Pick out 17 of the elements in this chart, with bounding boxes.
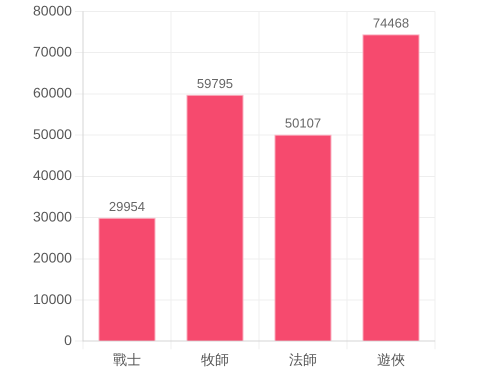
x-tick-label: 法師 <box>288 351 317 368</box>
x-tick-label: 遊俠 <box>376 351 405 368</box>
y-tick-label: 50000 <box>32 126 72 142</box>
y-tick-label: 60000 <box>32 84 72 101</box>
y-tick-label: 30000 <box>32 208 72 224</box>
y-tick-label: 10000 <box>32 290 72 307</box>
data-label: 29954 <box>108 198 146 214</box>
data-label: 74468 <box>372 15 410 30</box>
y-tick-label: 20000 <box>32 250 72 266</box>
x-tick-label: 戰士 <box>112 351 141 368</box>
data-label: 59795 <box>196 76 234 91</box>
y-tick-label: 40000 <box>32 167 72 184</box>
y-tick-label: 80000 <box>32 2 72 18</box>
x-tick-label: 牧師 <box>200 351 229 368</box>
data-label: 50107 <box>284 116 322 131</box>
y-tick-label: 70000 <box>32 43 72 60</box>
y-tick-label: 0 <box>64 332 72 348</box>
